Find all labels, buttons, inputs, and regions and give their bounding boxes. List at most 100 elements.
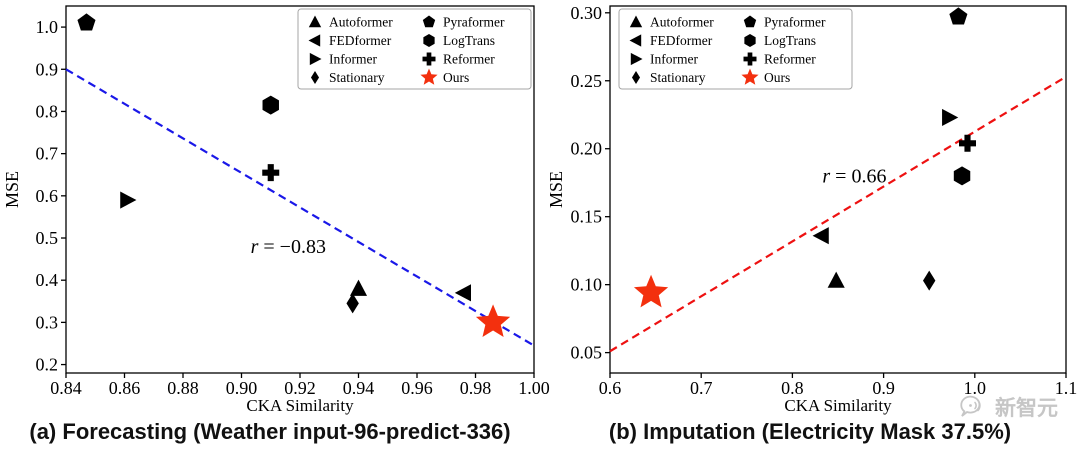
point-fedformer <box>812 227 829 245</box>
legend-box <box>618 8 853 90</box>
x-axis-label: CKA Similarity <box>246 396 354 415</box>
legend-label-stationary: Stationary <box>650 70 706 85</box>
legend-marker-reformer <box>422 52 436 66</box>
legend-label-autoformer: Autoformer <box>650 15 714 30</box>
legend-label-ours: Ours <box>443 70 469 85</box>
charts-row: 0.84 0.86 0.88 0.90 0.92 0.94 0.96 0.98 1.00 0.2 0… <box>0 0 1080 415</box>
point-autoformer <box>349 279 368 296</box>
legend-marker-pyraformer <box>743 15 757 28</box>
point-stationary <box>346 293 359 314</box>
x-axis: 0.84 0.86 0.88 0.90 0.92 0.94 0.96 0.98 1.00 <box>50 373 550 398</box>
forecasting-panel: 0.84 0.86 0.88 0.90 0.92 0.94 0.96 0.98 1.00 0.2 0… <box>0 0 550 415</box>
point-pyraformer <box>949 7 968 25</box>
point-logtrans <box>262 95 279 115</box>
legend-marker-logtrans <box>423 34 435 47</box>
y-axis-label: MSE <box>2 171 22 208</box>
svg-text:0.05: 0.05 <box>571 343 603 363</box>
svg-text:1.0: 1.0 <box>964 378 987 398</box>
point-reformer <box>262 164 280 182</box>
legend-marker-stationary <box>631 71 641 84</box>
point-informer <box>942 108 959 127</box>
legend-marker-fedformer <box>629 34 642 47</box>
caption-imputation: (b) Imputation (Electricity Mask 37.5%) <box>608 419 1012 444</box>
legend-label-informer: Informer <box>329 52 377 67</box>
svg-text:0.10: 0.10 <box>571 275 603 295</box>
legend-marker-informer <box>630 52 643 66</box>
correlation-annotation: r = 0.66 <box>822 166 886 188</box>
legend-marker-ours <box>420 68 438 85</box>
point-pyraformer <box>77 13 96 31</box>
svg-text:1.00: 1.00 <box>518 378 550 398</box>
svg-text:0.5: 0.5 <box>36 228 59 248</box>
legend-label-logtrans: LogTrans <box>764 33 816 48</box>
svg-text:0.98: 0.98 <box>460 378 492 398</box>
legend: Autoformer FEDformer Informer Stationary Pyr… <box>297 8 532 90</box>
legend-marker-fedformer <box>308 34 321 47</box>
legend-marker-ours <box>741 68 759 85</box>
point-informer <box>120 191 137 209</box>
svg-text:0.7: 0.7 <box>690 378 713 398</box>
svg-text:1.1: 1.1 <box>1055 378 1078 398</box>
imputation-panel: 0.6 0.7 0.8 0.9 1.0 1.1 0.05 0.10 0.15 0.20 0.25 0.… <box>540 0 1080 415</box>
svg-text:0.96: 0.96 <box>401 378 433 398</box>
legend-box <box>297 8 532 90</box>
legend-marker-autoformer <box>629 15 643 28</box>
legend-label-pyraformer: Pyraformer <box>764 15 826 30</box>
svg-text:0.88: 0.88 <box>167 378 199 398</box>
y-axis: 0.2 0.3 0.4 0.5 0.6 0.7 0.8 0.9 1.0 <box>36 17 66 375</box>
point-fedformer <box>454 284 471 302</box>
data-points <box>77 13 511 337</box>
legend-marker-reformer <box>743 52 757 66</box>
point-reformer <box>959 134 976 152</box>
y-axis-label: MSE <box>546 171 566 208</box>
data-points <box>633 7 976 308</box>
svg-text:0.92: 0.92 <box>284 378 316 398</box>
x-axis-label: CKA Similarity <box>784 396 892 415</box>
svg-text:0.86: 0.86 <box>109 378 141 398</box>
svg-text:0.94: 0.94 <box>343 378 375 398</box>
legend-label-fedformer: FEDformer <box>650 33 713 48</box>
svg-text:0.20: 0.20 <box>571 139 603 159</box>
svg-text:0.3: 0.3 <box>36 312 59 332</box>
svg-text:0.4: 0.4 <box>36 270 59 290</box>
caption-forecasting: (a) Forecasting (Weather input-96-predic… <box>29 419 511 444</box>
watermark-text: 新智元 <box>995 397 1058 420</box>
legend-label-stationary: Stationary <box>329 70 385 85</box>
svg-text:0.9: 0.9 <box>872 378 895 398</box>
legend-label-ours: Ours <box>764 70 790 85</box>
svg-text:0.25: 0.25 <box>571 71 603 91</box>
svg-text:0.2: 0.2 <box>36 355 59 375</box>
point-autoformer <box>827 271 845 288</box>
svg-text:0.15: 0.15 <box>571 207 603 227</box>
imputation-chart: 0.6 0.7 0.8 0.9 1.0 1.10.050.100.150.200.250.… <box>546 3 1078 415</box>
legend-label-logtrans: LogTrans <box>443 33 495 48</box>
watermark-logo-icon <box>960 395 981 417</box>
legend-label-pyraformer: Pyraformer <box>443 15 505 30</box>
correlation-annotation: r = −0.83 <box>251 236 326 258</box>
svg-text:0.84: 0.84 <box>50 378 82 398</box>
svg-text:0.6: 0.6 <box>599 378 622 398</box>
legend-marker-autoformer <box>308 15 322 28</box>
point-ours <box>633 274 669 308</box>
legend-marker-pyraformer <box>422 15 436 28</box>
svg-text:0.6: 0.6 <box>36 186 59 206</box>
svg-text:0.8: 0.8 <box>781 378 804 398</box>
trend-line <box>609 75 1067 353</box>
captions-row: (a) Forecasting (Weather input-96-predic… <box>0 412 1080 456</box>
svg-text:0.90: 0.90 <box>226 378 258 398</box>
y-axis: 0.05 0.10 0.15 0.20 0.25 0.30 <box>571 3 610 363</box>
svg-text:0.30: 0.30 <box>571 3 603 23</box>
legend-label-autoformer: Autoformer <box>329 15 393 30</box>
legend-label-fedformer: FEDformer <box>329 33 392 48</box>
legend-marker-informer <box>309 52 322 66</box>
x-axis: 0.6 0.7 0.8 0.9 1.0 1.1 <box>599 373 1078 398</box>
legend-label-reformer: Reformer <box>764 52 816 67</box>
point-logtrans <box>953 166 971 186</box>
point-ours <box>475 304 511 337</box>
legend-marker-stationary <box>310 71 320 84</box>
legend-label-informer: Informer <box>650 52 698 67</box>
legend-marker-logtrans <box>744 34 756 47</box>
forecasting-chart: 0.84 0.86 0.88 0.90 0.92 0.94 0.96 0.98 1.000.20… <box>2 5 550 415</box>
svg-text:0.8: 0.8 <box>36 101 59 121</box>
